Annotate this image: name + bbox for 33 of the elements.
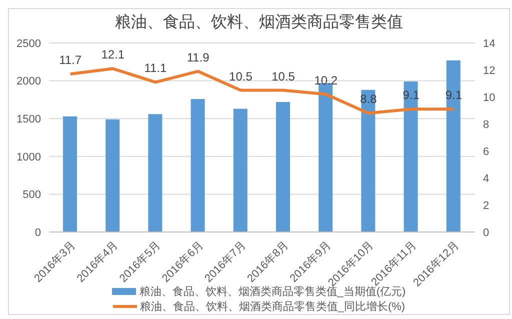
- data-label: 10.5: [272, 69, 296, 84]
- chart-title: 粮油、食品、饮料、烟酒类商品零售类值: [114, 12, 404, 33]
- y-tick-label: 0: [34, 226, 41, 239]
- y-tick-label: 1500: [16, 114, 41, 126]
- data-label: 11.7: [59, 53, 82, 68]
- bar: [233, 108, 248, 232]
- bar: [106, 119, 120, 232]
- y-tick-label: 2500: [16, 38, 41, 50]
- bar: [190, 98, 205, 232]
- y2-tick-label: 12: [483, 64, 496, 77]
- y-tick-label: 2000: [16, 76, 41, 88]
- legend-label: 粮油、食品、饮料、烟酒类商品零售类值_当期值(亿元): [139, 286, 406, 299]
- data-label: 11.1: [144, 61, 168, 76]
- y2-tick-label: 8: [483, 118, 490, 131]
- y-tick-label: 1000: [16, 151, 41, 164]
- y2-tick-label: 4: [483, 172, 490, 185]
- data-label: 10.5: [229, 69, 253, 84]
- bar: [276, 102, 290, 232]
- bar: [446, 60, 460, 232]
- y2-tick-label: 6: [483, 146, 490, 158]
- bar: [404, 82, 418, 232]
- bar: [148, 114, 162, 232]
- data-label: 12.1: [101, 48, 125, 62]
- bar: [63, 116, 77, 232]
- y2-tick-label: 0: [483, 226, 490, 239]
- legend-label: 粮油、食品、饮料、烟酒类商品零售类值_同比增长(%): [140, 300, 406, 314]
- bar: [361, 90, 376, 232]
- data-label: 11.9: [186, 50, 210, 64]
- y2-tick-label: 14: [483, 38, 496, 50]
- bar: [318, 83, 333, 232]
- y-tick-label: 500: [22, 189, 41, 202]
- y2-tick-label: 2: [483, 200, 490, 212]
- y2-tick-label: 10: [483, 92, 496, 104]
